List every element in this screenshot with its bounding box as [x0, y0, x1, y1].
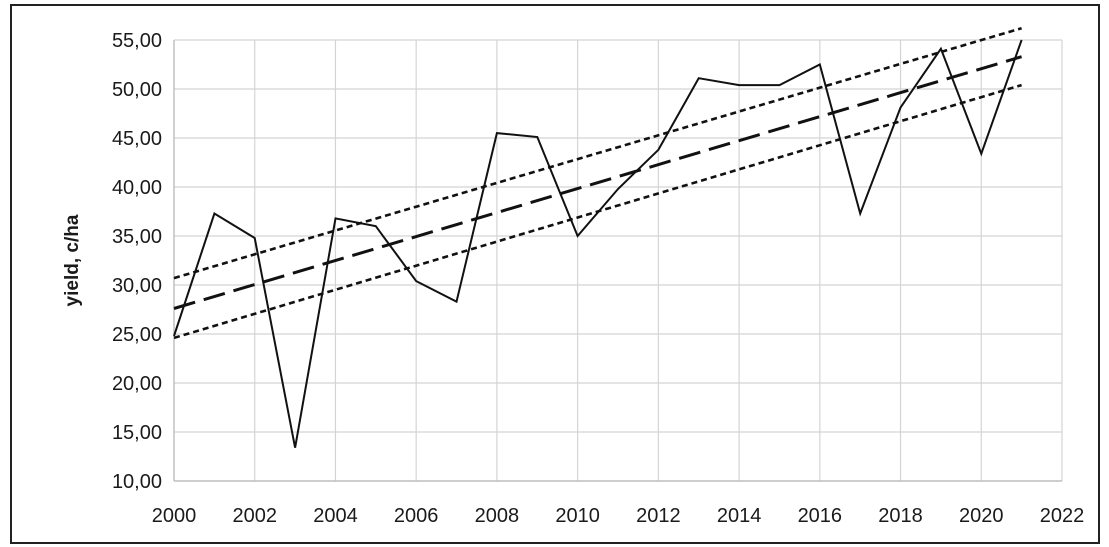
x-tick-label-7: 2014 — [717, 505, 762, 527]
x-tick-label-0: 2000 — [152, 505, 197, 527]
y-tick-label-4: 30,00 — [112, 275, 162, 297]
y-tick-label-3: 25,00 — [112, 324, 162, 346]
series-line-3-dotted — [173, 83, 1022, 340]
x-tick-label-9: 2018 — [878, 505, 923, 527]
tick-labels: 10,00 15,00 20,00 25,00 30,00 35,00 40,00 45,00… — [112, 30, 1084, 527]
x-tick-label-6: 2012 — [636, 505, 681, 527]
chart-frame — [10, 4, 1100, 544]
axes — [173, 40, 1062, 482]
y-tick-label-1: 15,00 — [112, 422, 162, 444]
x-tick-label-8: 2016 — [798, 505, 843, 527]
x-tick-label-4: 2008 — [475, 505, 520, 527]
series-line-2-dotted — [173, 26, 1022, 280]
x-tick-label-2: 2004 — [313, 505, 358, 527]
y-tick-label-2: 20,00 — [112, 373, 162, 395]
y-tick-label-8: 50,00 — [112, 79, 162, 101]
series-line-1-long-dash — [173, 55, 1023, 310]
x-tick-label-10: 2020 — [959, 505, 1004, 527]
y-tick-label-7: 45,00 — [112, 128, 162, 150]
x-tick-label-11: 2022 — [1040, 505, 1085, 527]
x-tick-label-5: 2010 — [555, 505, 600, 527]
series-line-0-solid — [173, 39, 1023, 448]
y-axis-label: yield, c/ha — [62, 214, 83, 306]
x-tick-label-1: 2002 — [232, 505, 277, 527]
grid-lines — [174, 39, 1063, 481]
data-series — [173, 26, 1023, 448]
y-tick-label-0: 10,00 — [112, 471, 162, 493]
y-tick-label-9: 55,00 — [112, 30, 162, 52]
x-tick-label-3: 2006 — [394, 505, 439, 527]
y-tick-label-6: 40,00 — [112, 177, 162, 199]
y-tick-label-5: 35,00 — [112, 226, 162, 248]
